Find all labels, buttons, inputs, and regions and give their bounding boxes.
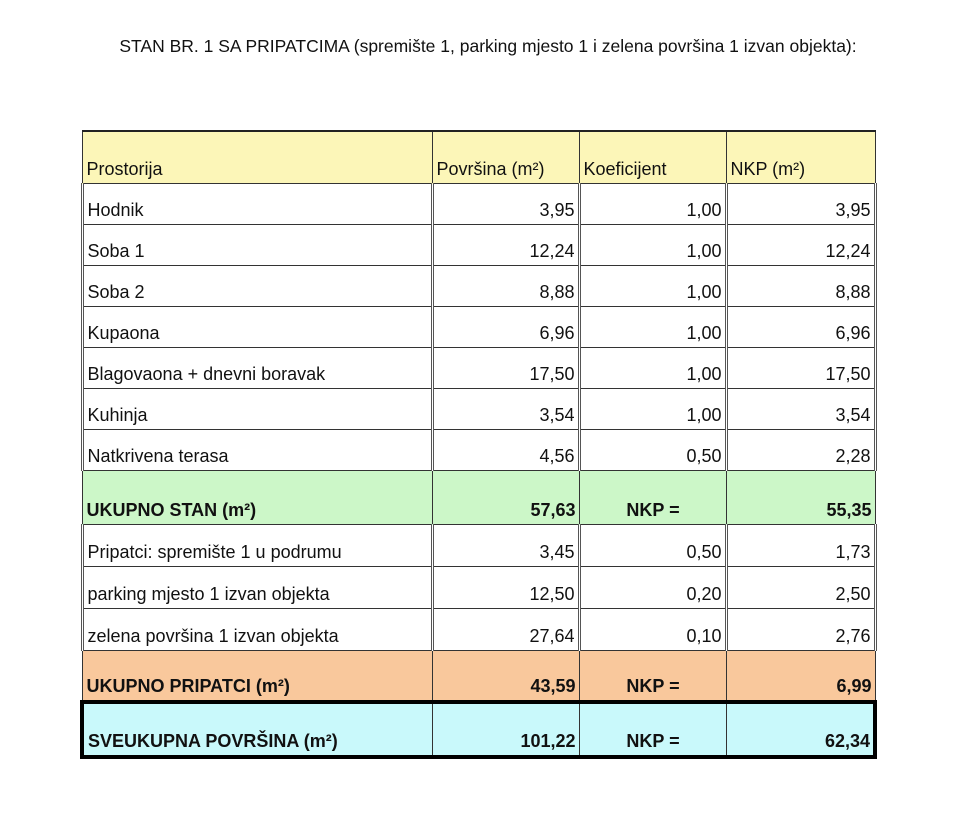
header-coefficient: Koeficijent xyxy=(578,130,727,184)
area-value: 12,24 xyxy=(430,224,581,266)
room-name: Pripatci: spremište 1 u podrumu xyxy=(80,524,434,567)
table-row: Soba 2 8,88 1,00 8,88 xyxy=(80,265,877,307)
area-value: 3,45 xyxy=(430,524,581,567)
nkp-value: 2,76 xyxy=(724,608,877,651)
coefficient-value: NKP = xyxy=(578,700,727,759)
nkp-value: 17,50 xyxy=(724,347,877,389)
area-value: 27,64 xyxy=(430,608,581,651)
area-value: 3,54 xyxy=(430,388,581,430)
table-row: Blagovaona + dnevni boravak 17,50 1,00 17,5… xyxy=(80,347,877,389)
header-nkp: NKP (m²) xyxy=(725,130,876,184)
coefficient-value: 0,10 xyxy=(577,608,728,651)
area-value: 3,95 xyxy=(430,183,581,225)
coefficient-value: 0,20 xyxy=(577,566,728,609)
nkp-value: 2,50 xyxy=(724,566,877,609)
coefficient-value: 1,00 xyxy=(577,183,728,225)
coefficient-value: 1,00 xyxy=(577,347,728,389)
document-title: STAN BR. 1 SA PRIPATCIMA (spremište 1, p… xyxy=(119,36,857,56)
table-header: Prostorija Površina (m²) Koeficijent NKP… xyxy=(81,130,876,184)
area-value: 12,50 xyxy=(430,566,581,609)
nkp-value: 55,35 xyxy=(725,470,876,525)
coefficient-value: 0,50 xyxy=(577,429,728,471)
room-name: SVEUKUPNA POVRŠINA (m²) xyxy=(80,700,433,759)
coefficient-value: 1,00 xyxy=(577,306,728,348)
room-name: Soba 2 xyxy=(80,265,434,307)
nkp-value: 6,96 xyxy=(724,306,877,348)
room-name: Kuhinja xyxy=(80,388,434,430)
table-row: parking mjesto 1 izvan objekta 12,50 0,20 2… xyxy=(80,566,877,609)
table-row: zelena površina 1 izvan objekta 27,64 0,10… xyxy=(80,608,877,651)
room-name: Natkrivena terasa xyxy=(80,429,434,471)
nkp-value: 62,34 xyxy=(725,700,877,759)
table-row: Pripatci: spremište 1 u podrumu 3,45 0,50 1… xyxy=(80,524,877,567)
grand-total-row: SVEUKUPNA POVRŠINA (m²) 101,22 NKP = 62,34 xyxy=(80,700,877,759)
room-name: parking mjesto 1 izvan objekta xyxy=(80,566,434,609)
table-row: Soba 1 12,24 1,00 12,24 xyxy=(80,224,877,266)
coefficient-value: 0,50 xyxy=(577,524,728,567)
table-row: Hodnik 3,95 1,00 3,95 xyxy=(80,183,877,225)
table-row: Kuhinja 3,54 1,00 3,54 xyxy=(80,388,877,430)
room-name: Blagovaona + dnevni boravak xyxy=(80,347,434,389)
total-pripatci-row: UKUPNO PRIPATCI (m²) 43,59 NKP = 6,99 xyxy=(81,650,876,703)
nkp-value: 3,54 xyxy=(724,388,877,430)
header-area: Površina (m²) xyxy=(431,130,580,184)
room-name: Hodnik xyxy=(80,183,434,225)
table-row: Natkrivena terasa 4,56 0,50 2,28 xyxy=(80,429,877,471)
room-name: zelena površina 1 izvan objekta xyxy=(80,608,434,651)
nkp-value: 3,95 xyxy=(724,183,877,225)
table-row: Kupaona 6,96 1,00 6,96 xyxy=(80,306,877,348)
area-value: 4,56 xyxy=(430,429,581,471)
area-table: Prostorija Površina (m²) Koeficijent NKP… xyxy=(80,130,877,759)
coefficient-value: 1,00 xyxy=(577,224,728,266)
header-room: Prostorija xyxy=(81,130,433,184)
room-name: Soba 1 xyxy=(80,224,434,266)
nkp-value: 8,88 xyxy=(724,265,877,307)
room-name: UKUPNO STAN (m²) xyxy=(81,470,433,525)
area-value: 57,63 xyxy=(431,470,580,525)
coefficient-value: NKP = xyxy=(578,650,727,703)
nkp-value: 1,73 xyxy=(724,524,877,567)
area-value: 6,96 xyxy=(430,306,581,348)
area-value: 101,22 xyxy=(431,700,580,759)
coefficient-value: 1,00 xyxy=(577,265,728,307)
coefficient-value: NKP = xyxy=(578,470,727,525)
nkp-value: 6,99 xyxy=(725,650,876,703)
room-name: UKUPNO PRIPATCI (m²) xyxy=(81,650,433,703)
nkp-value: 2,28 xyxy=(724,429,877,471)
coefficient-value: 1,00 xyxy=(577,388,728,430)
room-name: Kupaona xyxy=(80,306,434,348)
area-value: 17,50 xyxy=(430,347,581,389)
area-value: 8,88 xyxy=(430,265,581,307)
area-value: 43,59 xyxy=(431,650,580,703)
total-stan-row: UKUPNO STAN (m²) 57,63 NKP = 55,35 xyxy=(81,470,876,525)
nkp-value: 12,24 xyxy=(724,224,877,266)
